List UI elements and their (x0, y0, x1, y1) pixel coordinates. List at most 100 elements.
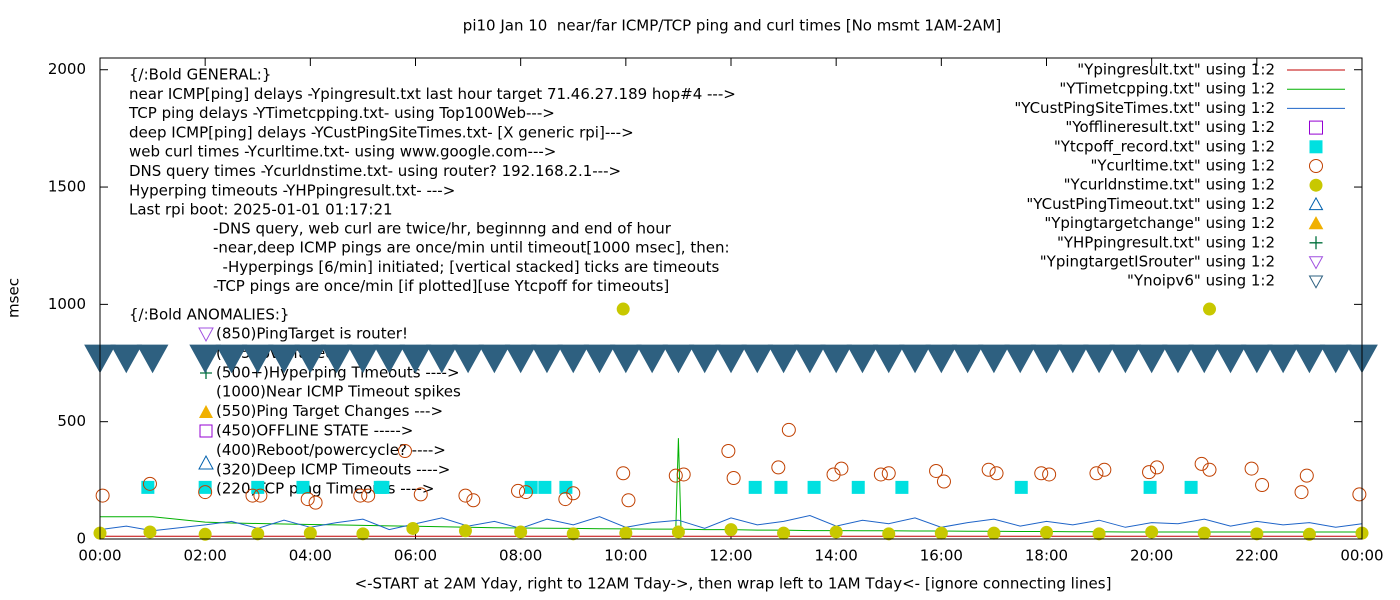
point (1267, 344, 1299, 374)
point (198, 480, 212, 494)
note: Last rpi boot: 2025-01-01 01:17:21 (129, 201, 393, 219)
legend-swatch (1309, 159, 1323, 173)
point (1040, 525, 1053, 539)
point (397, 444, 412, 459)
note: {/:Bold GENERAL:} (129, 66, 271, 84)
y-tick-label: 2000 (48, 60, 86, 78)
legend-label: "YHPpingresult.txt" using 1:2 (1057, 233, 1275, 251)
point (929, 463, 944, 478)
point (1083, 344, 1115, 374)
point (1162, 344, 1194, 374)
point (1056, 344, 1089, 374)
point (1214, 344, 1247, 374)
point (1250, 527, 1264, 541)
point (478, 344, 511, 374)
point (688, 344, 721, 374)
legend-swatch (1308, 275, 1324, 289)
anomaly: (320)Deep ICMP Timeouts ----> (216, 460, 450, 478)
point (668, 468, 683, 483)
point (951, 344, 984, 374)
point (621, 493, 636, 508)
point (413, 487, 428, 502)
point (1294, 485, 1309, 500)
legend-label: "Ytcpoff_record.txt" using 1:2 (1054, 137, 1275, 156)
series-line (99, 514, 1363, 532)
anomaly: (220)TCP ping Timeouts ----> (216, 480, 434, 498)
point (406, 521, 420, 535)
point (1203, 302, 1217, 316)
point (895, 480, 909, 494)
y-tick-label: 1000 (48, 295, 86, 313)
point (110, 344, 143, 374)
point (95, 488, 110, 503)
legend-swatch (1309, 140, 1323, 154)
legend-label: "Ycurltime.txt" using 1:2 (1090, 157, 1275, 175)
x-tick-label: 00:00 (78, 547, 121, 565)
point (557, 344, 590, 374)
point (452, 344, 484, 374)
legend-label: "Ycurldnstime.txt" using 1:2 (1064, 176, 1275, 194)
note: web curl times -Ycurltime.txt- using www… (129, 143, 556, 161)
point (303, 526, 317, 540)
point (676, 467, 691, 482)
point (458, 488, 473, 503)
point (215, 344, 248, 374)
point (1143, 480, 1157, 494)
point (566, 486, 581, 501)
point (1188, 344, 1221, 374)
point (1302, 527, 1316, 541)
point (616, 466, 631, 481)
point (466, 493, 481, 508)
x-axis-label: <-START at 2AM Yday, right to 12AM Tday-… (355, 575, 1112, 593)
legend-label: "YCustPingTimeout.txt" using 1:2 (1026, 195, 1275, 213)
x-tick-label: 16:00 (920, 547, 963, 565)
legend-label: "YTimetcpping.txt" using 1:2 (1059, 80, 1275, 98)
point (872, 344, 905, 374)
point (873, 467, 888, 482)
point (399, 344, 432, 374)
point (1319, 344, 1352, 374)
legend-swatch (1309, 236, 1323, 250)
x-tick-label: 06:00 (394, 547, 437, 565)
key-router (198, 327, 214, 343)
point (198, 485, 213, 500)
point (1255, 478, 1270, 493)
note: deep ICMP[ping] delays -YCustPingSiteTim… (129, 123, 634, 141)
point (881, 466, 896, 481)
legend-swatch (1309, 120, 1323, 135)
point (1089, 466, 1104, 481)
note: -near,deep ICMP pings are once/min until… (213, 239, 730, 257)
x-tick-label: 22:00 (1235, 547, 1278, 565)
x-tick-label: 04:00 (289, 547, 332, 565)
point (189, 344, 222, 374)
point (1184, 480, 1198, 494)
anomaly: (400)Reboot/powercycle? ----> (216, 441, 446, 459)
point (777, 526, 791, 540)
anomaly: (550)Ping Target Changes ---> (216, 402, 443, 420)
point (829, 525, 843, 539)
point (1149, 460, 1164, 475)
point (1202, 462, 1217, 477)
point (524, 480, 538, 494)
x-tick-label: 10:00 (604, 547, 647, 565)
plot-frame (99, 57, 1363, 540)
point (820, 344, 853, 374)
x-tick-label: 08:00 (499, 547, 542, 565)
point (198, 527, 212, 541)
legend-label: "Yofflineresult.txt" using 1:2 (1065, 118, 1275, 136)
point (300, 492, 315, 507)
point (616, 302, 630, 316)
chart-title: pi10 Jan 10 near/far ICMP/TCP ping and c… (463, 17, 1001, 35)
note: -TCP pings are once/min [if plotted][use… (213, 277, 669, 295)
x-tick-label: 20:00 (1130, 547, 1173, 565)
note: Hyperping timeouts -YHPpingresult.txt- -… (129, 181, 455, 199)
point (1004, 344, 1037, 374)
x-tick-label: 18:00 (1025, 547, 1068, 565)
point (726, 470, 741, 485)
anomalies-title: {/:Bold ANOMALIES:} (129, 306, 289, 324)
legend-label: "Ypingtargetchange" using 1:2 (1044, 214, 1275, 232)
point (899, 344, 931, 374)
key-deep (198, 454, 214, 470)
y-tick-label: 500 (57, 412, 86, 430)
point (715, 344, 747, 374)
